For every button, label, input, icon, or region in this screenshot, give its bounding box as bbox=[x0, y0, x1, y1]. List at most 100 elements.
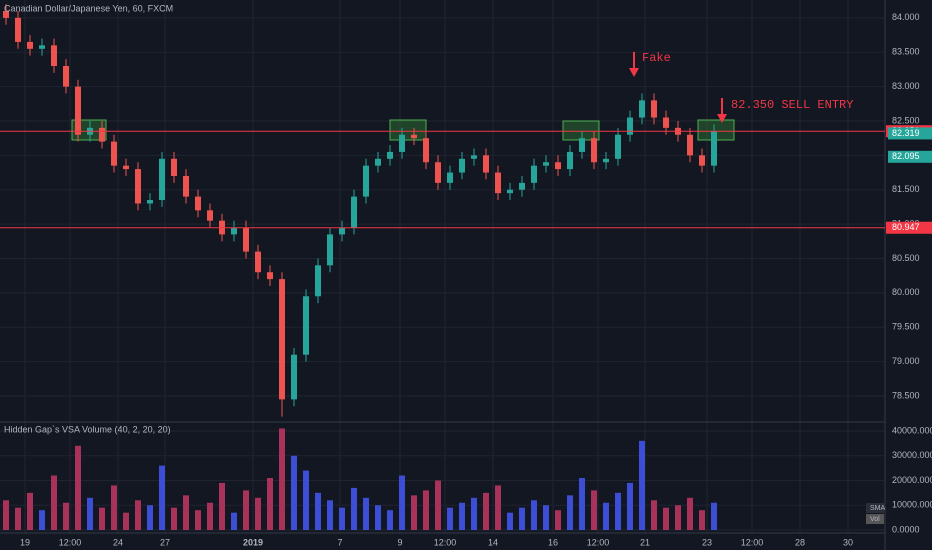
candle-body bbox=[711, 131, 717, 166]
volume-bar bbox=[123, 512, 129, 530]
volume-bar bbox=[231, 512, 237, 530]
volume-bar bbox=[675, 505, 681, 530]
candle-body bbox=[615, 134, 621, 159]
legend-bg bbox=[866, 514, 884, 524]
candle-body bbox=[255, 251, 261, 273]
candle-body bbox=[651, 100, 657, 118]
volume-bar bbox=[651, 500, 657, 530]
candle-body bbox=[351, 196, 357, 228]
legend-bg bbox=[866, 503, 884, 513]
volume-bar bbox=[15, 507, 21, 530]
volume-bar bbox=[543, 505, 549, 530]
volume-bar bbox=[375, 505, 381, 530]
candle-body bbox=[267, 272, 273, 280]
arrow-head bbox=[717, 114, 727, 123]
grid bbox=[0, 0, 885, 533]
volume-bar bbox=[579, 477, 585, 530]
candle-body bbox=[111, 141, 117, 166]
candle-body bbox=[495, 172, 501, 194]
volume-bar bbox=[363, 497, 369, 530]
volume-bar bbox=[63, 502, 69, 530]
y-tick-label: 20000.0000 bbox=[892, 475, 932, 485]
volume-bar bbox=[711, 502, 717, 530]
volume-bar bbox=[267, 477, 273, 530]
x-tick-label: 16 bbox=[548, 537, 558, 547]
volume-bar bbox=[531, 500, 537, 530]
x-tick-label: 23 bbox=[702, 537, 712, 547]
volume-bar bbox=[663, 507, 669, 530]
legend-label: Vol bbox=[870, 516, 880, 523]
volume-bar bbox=[459, 502, 465, 530]
candle-body bbox=[387, 151, 393, 159]
volume-bar bbox=[639, 440, 645, 530]
chart-title: Canadian Dollar/Japanese Yen, 60, FXCM bbox=[4, 3, 173, 13]
volume-bar bbox=[591, 490, 597, 530]
x-tick-label: 12:00 bbox=[59, 537, 82, 547]
volume-bar bbox=[207, 502, 213, 530]
candle-body bbox=[303, 296, 309, 355]
y-tick-label: 81.500 bbox=[892, 184, 920, 194]
candle-body bbox=[231, 227, 237, 235]
candle-body bbox=[51, 45, 57, 66]
y-tick-label: 80.500 bbox=[892, 253, 920, 263]
volume-bar bbox=[183, 495, 189, 530]
volume-bar bbox=[447, 507, 453, 530]
y-tick-label: 30000.0000 bbox=[892, 450, 932, 460]
volume-bar bbox=[399, 475, 405, 530]
volume-bar bbox=[255, 497, 261, 530]
volume-bar bbox=[87, 497, 93, 530]
candle-body bbox=[459, 158, 465, 173]
volume-bar bbox=[627, 482, 633, 530]
candle-body bbox=[567, 151, 573, 170]
y-tick-label: 79.500 bbox=[892, 322, 920, 332]
y-tick-label: 40000.0000 bbox=[892, 425, 932, 435]
candle-body bbox=[183, 175, 189, 197]
y-tick-label: 0.0000 bbox=[892, 524, 920, 534]
candle-body bbox=[555, 162, 561, 170]
y-tick-label: 84.000 bbox=[892, 12, 920, 22]
price-label: 80.947 bbox=[892, 222, 920, 232]
candle-body bbox=[315, 265, 321, 297]
volume-bar bbox=[27, 492, 33, 530]
candle-body bbox=[639, 100, 645, 118]
candle-body bbox=[699, 155, 705, 166]
legend-label: SMA bbox=[870, 505, 886, 512]
volume-bar bbox=[111, 485, 117, 530]
candle-body bbox=[471, 155, 477, 159]
volume-bar bbox=[483, 492, 489, 530]
volume-bar bbox=[303, 470, 309, 530]
annotation: 82.350 SELL ENTRY bbox=[731, 98, 853, 112]
candle-body bbox=[447, 172, 453, 183]
y-tick-label: 79.000 bbox=[892, 356, 920, 366]
volume-bar bbox=[39, 510, 45, 530]
candle-body bbox=[423, 138, 429, 163]
volume-bar bbox=[411, 495, 417, 530]
volume-bar bbox=[195, 510, 201, 530]
volume-bar bbox=[315, 492, 321, 530]
volume-bar bbox=[339, 507, 345, 530]
candle-body bbox=[279, 279, 285, 400]
candle-body bbox=[15, 17, 21, 42]
volume-bar bbox=[99, 507, 105, 530]
volume-bar bbox=[171, 507, 177, 530]
x-tick-label: 12:00 bbox=[741, 537, 764, 547]
volume-bar bbox=[387, 510, 393, 530]
y-tick-label: 83.000 bbox=[892, 81, 920, 91]
price-label-bg bbox=[888, 127, 932, 140]
volume-bar bbox=[327, 500, 333, 530]
candle-body bbox=[411, 134, 417, 139]
x-tick-label: 28 bbox=[795, 537, 805, 547]
candle-body bbox=[627, 117, 633, 135]
volume-bar bbox=[699, 510, 705, 530]
x-tick-label: 14 bbox=[488, 537, 498, 547]
candle-body bbox=[75, 86, 81, 135]
candle-body bbox=[663, 117, 669, 128]
price-label-bg bbox=[888, 150, 932, 163]
volume-bar bbox=[291, 455, 297, 530]
volume-bar bbox=[135, 500, 141, 530]
plot bbox=[3, 4, 717, 530]
candle-body bbox=[99, 127, 105, 142]
price-label-bg bbox=[886, 221, 932, 234]
candle-body bbox=[543, 162, 549, 166]
x-tick-label: 2019 bbox=[243, 537, 263, 547]
